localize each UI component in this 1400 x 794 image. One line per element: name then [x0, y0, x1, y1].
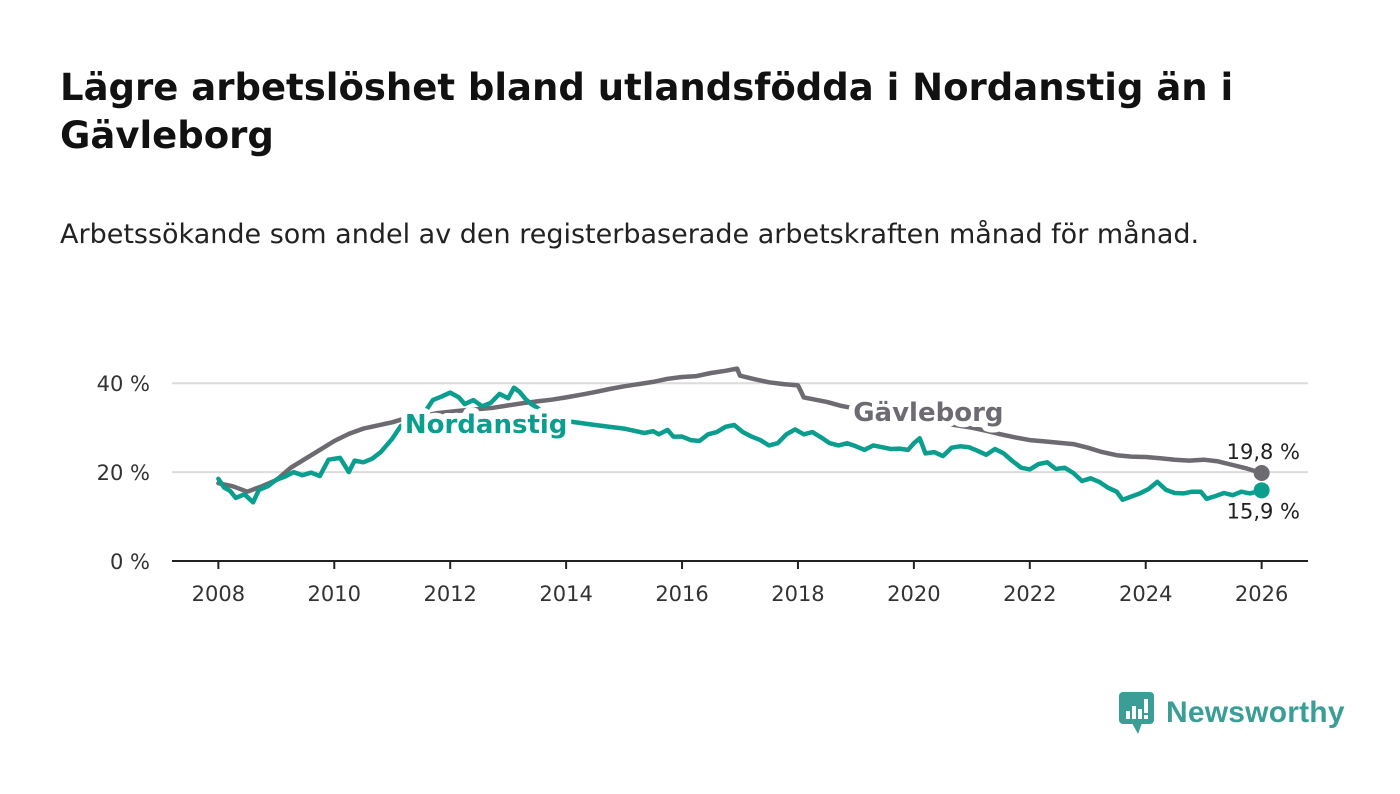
x-tick-label: 2022 [1003, 582, 1056, 606]
x-tick-label: 2014 [539, 582, 592, 606]
x-tick-label: 2024 [1119, 582, 1172, 606]
y-tick-label: 20 % [97, 461, 150, 485]
end-value-label-nordanstig: 15,9 % [1227, 499, 1300, 523]
x-tick-label: 2020 [887, 582, 940, 606]
series-label-nordanstig: Nordanstig [405, 410, 568, 440]
x-tick-label: 2012 [423, 582, 476, 606]
axes: 0 % 20 % 40 % 2008 2010 2012 2014 2016 2018 2020 2… [97, 372, 1308, 606]
grid-lines [172, 382, 1308, 474]
end-value-label-gavleborg: 19,8 % [1227, 440, 1300, 464]
series-lines [216, 366, 1270, 505]
chart-subtitle: Arbetssökande som andel av den registerb… [60, 219, 1200, 250]
y-tick-label: 40 % [97, 372, 150, 396]
newsworthy-logo: Newsworthy [1118, 690, 1345, 736]
brand-name: Newsworthy [1166, 696, 1345, 729]
series-label-gavleborg: Gävleborg [853, 398, 1003, 428]
series-label-halo: Nordanstig [405, 410, 568, 440]
x-tick-label: 2016 [655, 582, 708, 606]
series-line-nordanstig [216, 385, 1264, 505]
x-tick-label: 2008 [192, 582, 245, 606]
x-tick-label: 2026 [1235, 582, 1288, 606]
end-point-nordanstig [1253, 482, 1270, 499]
bar-chart-speech-bubble-icon [1119, 692, 1154, 734]
chart-title: Lägre arbetslöshet bland utlandsfödda i … [60, 66, 1234, 157]
x-tick-label: 2018 [771, 582, 824, 606]
y-tick-label: 0 % [110, 550, 150, 574]
series-line-gavleborg [216, 366, 1264, 494]
x-tick-label: 2010 [308, 582, 361, 606]
series-label-halo: Gävleborg [853, 398, 1003, 428]
end-point-gavleborg [1253, 465, 1270, 481]
